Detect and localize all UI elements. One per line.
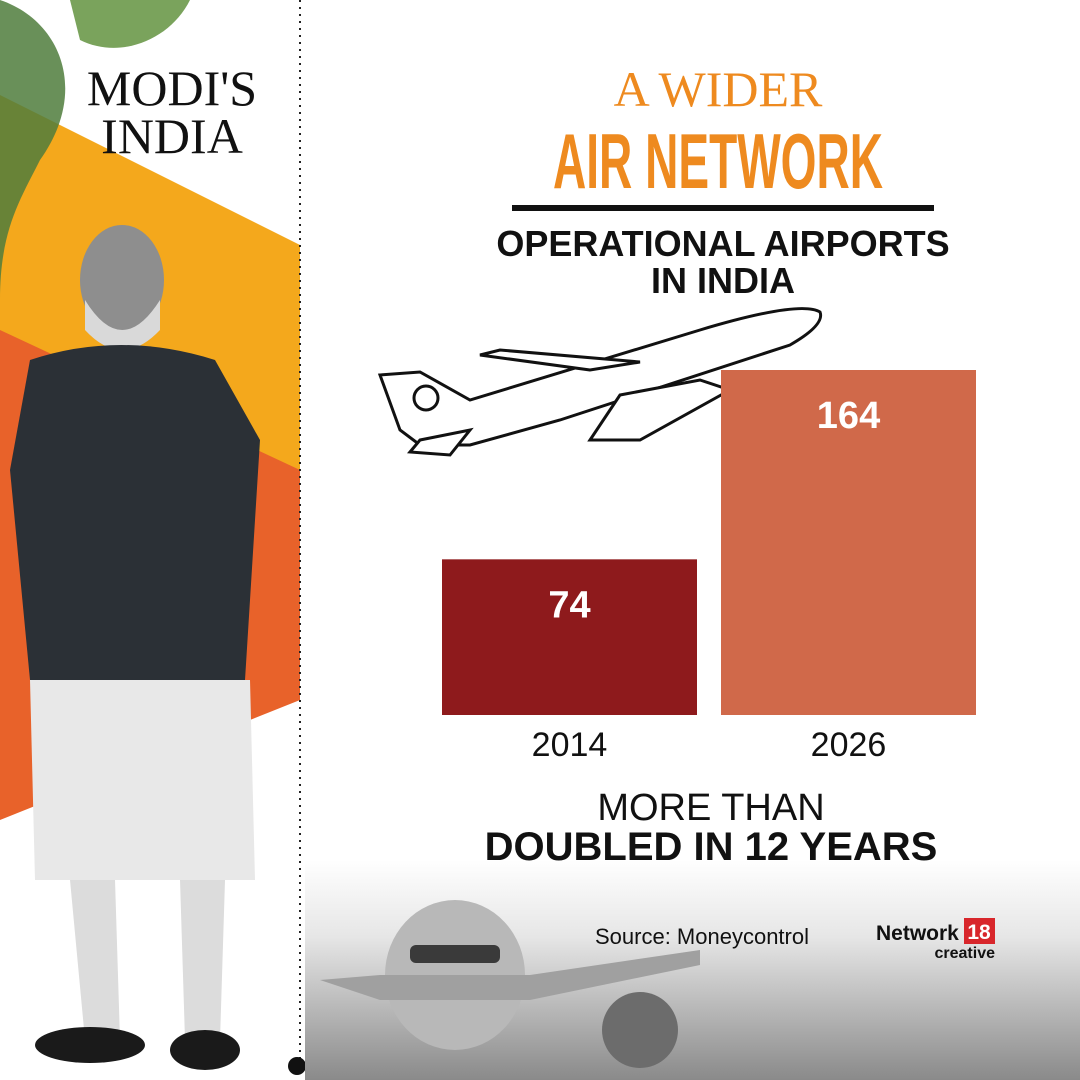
annotation: DOUBLED IN 12 YEARS — [485, 825, 938, 869]
title: AIR NETWORK — [553, 117, 883, 205]
series-name: MODI'S — [87, 60, 257, 116]
series-name: INDIA — [101, 108, 243, 164]
logo-tagline: creative — [935, 945, 996, 962]
title: A WIDER — [614, 61, 823, 117]
leaf — [0, 0, 66, 300]
logo-badge — [964, 918, 995, 944]
title-rule — [512, 205, 934, 211]
category-label: 2026 — [811, 726, 887, 764]
bar — [721, 370, 976, 715]
annotation: MORE THAN — [597, 787, 824, 829]
subtitle: OPERATIONAL AIRPORTS — [496, 223, 949, 264]
subtitle: IN INDIA — [651, 260, 795, 301]
source: Source: Moneycontrol — [595, 924, 809, 949]
divider-dot — [288, 1057, 306, 1075]
leaf — [70, 0, 190, 48]
value-label: 164 — [817, 395, 880, 437]
value-label: 74 — [548, 584, 590, 626]
logo-name: Network — [876, 922, 959, 945]
airplane-illustration — [377, 307, 823, 457]
category-label: 2014 — [532, 726, 608, 764]
logo-number: 18 — [967, 921, 991, 944]
parked-plane — [320, 900, 700, 1068]
bar — [442, 559, 697, 715]
figure — [10, 225, 260, 1070]
